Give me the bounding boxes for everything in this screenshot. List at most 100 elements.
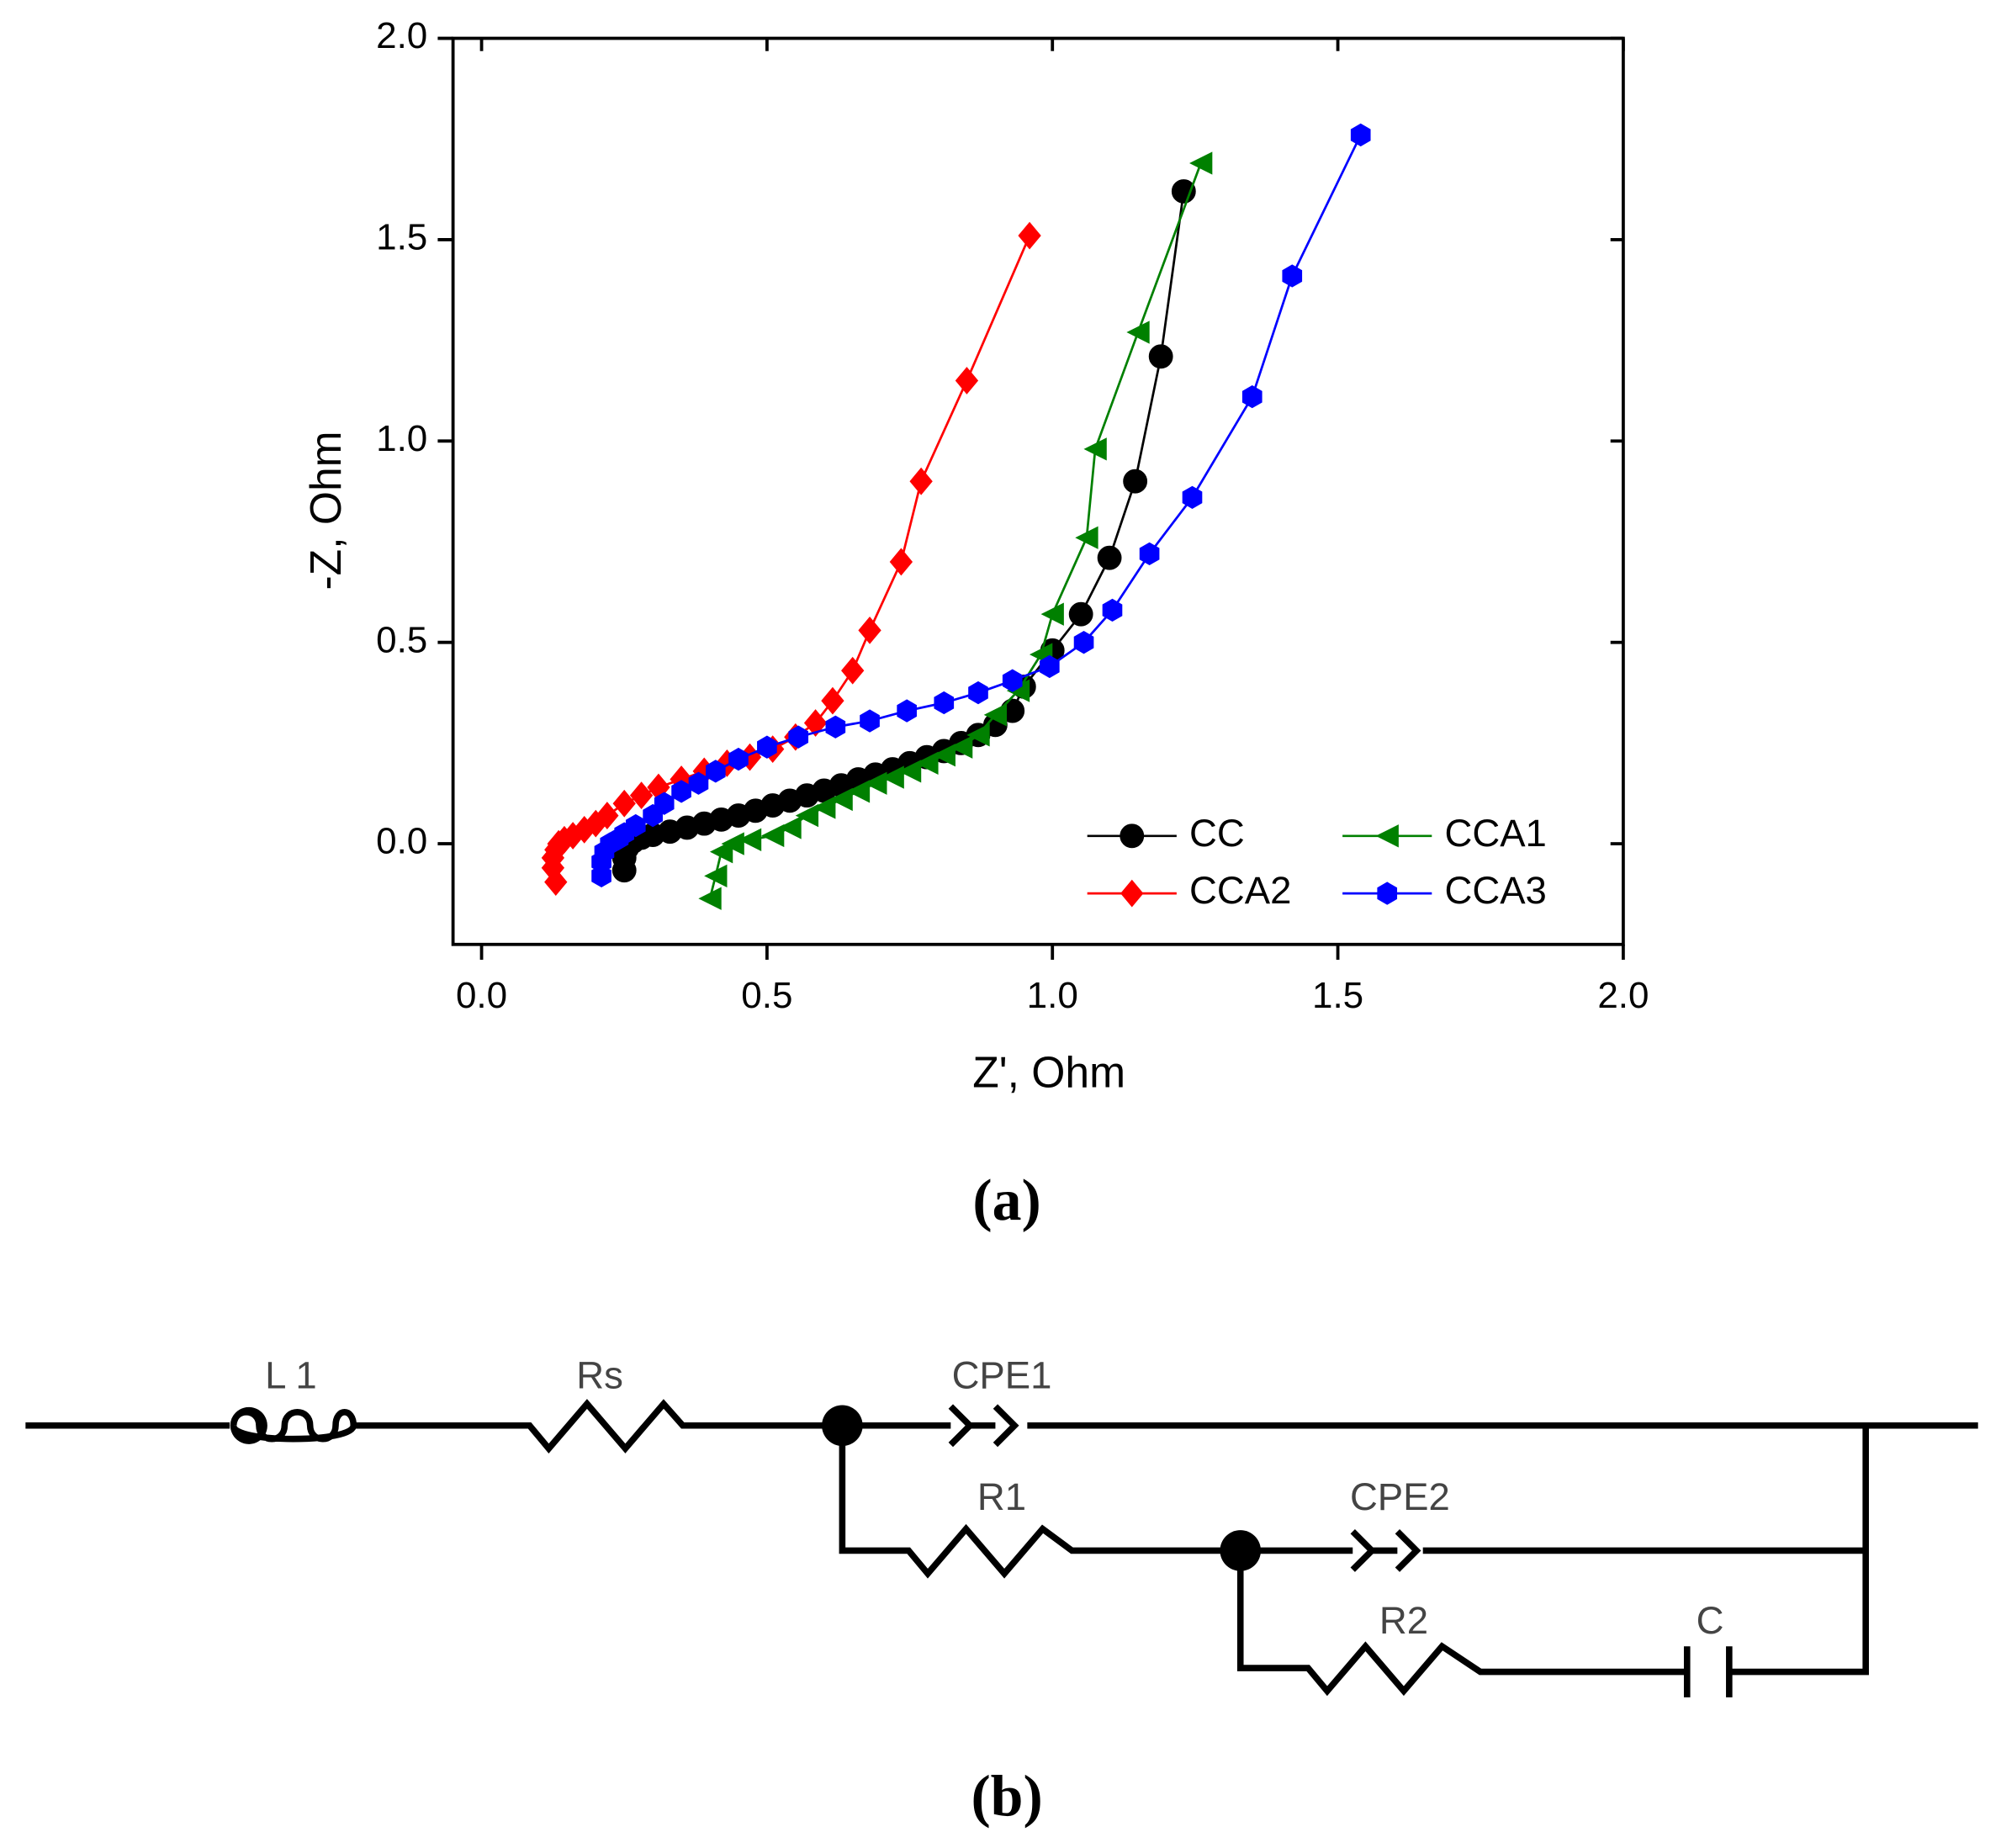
marker bbox=[881, 765, 904, 789]
marker bbox=[778, 816, 802, 839]
x-tick-label: 1.0 bbox=[1027, 975, 1078, 1016]
marker bbox=[860, 709, 880, 733]
marker bbox=[671, 780, 691, 803]
marker bbox=[932, 744, 956, 767]
marker bbox=[761, 823, 785, 848]
circuit-label: L 1 bbox=[265, 1354, 317, 1397]
series-line bbox=[708, 162, 1202, 899]
marker bbox=[688, 771, 709, 795]
circuit-label: C bbox=[1697, 1599, 1724, 1642]
legend-label: CCA2 bbox=[1189, 869, 1291, 912]
x-tick-label: 0.5 bbox=[741, 975, 792, 1016]
marker bbox=[1018, 221, 1041, 250]
circuit-label: CPE1 bbox=[952, 1354, 1052, 1397]
marker bbox=[1139, 542, 1160, 566]
marker bbox=[841, 656, 865, 685]
circuit: L 1 Rs CPE1 R1 CPE2 R2 C bbox=[25, 1354, 1978, 1697]
marker bbox=[1189, 151, 1213, 175]
marker bbox=[704, 864, 728, 888]
marker bbox=[1148, 344, 1173, 369]
cpe2 bbox=[1350, 1529, 1421, 1572]
series-line bbox=[552, 235, 1031, 882]
marker bbox=[1068, 601, 1093, 627]
marker bbox=[1123, 469, 1148, 494]
circuit-label: R1 bbox=[977, 1475, 1026, 1518]
wire bbox=[1236, 1550, 1733, 1697]
marker bbox=[968, 680, 988, 705]
legend-marker bbox=[1377, 882, 1398, 905]
marker bbox=[795, 803, 819, 828]
marker bbox=[612, 789, 636, 818]
marker bbox=[625, 813, 646, 838]
marker bbox=[966, 723, 990, 747]
circuit-label: CPE2 bbox=[1350, 1475, 1450, 1518]
marker bbox=[647, 773, 670, 802]
marker bbox=[983, 703, 1008, 727]
caption-a: (a) bbox=[972, 1168, 1040, 1233]
marker bbox=[889, 548, 913, 576]
legend-label: CCA3 bbox=[1444, 869, 1546, 912]
marker bbox=[1282, 264, 1303, 288]
marker bbox=[934, 691, 955, 715]
marker bbox=[949, 735, 973, 759]
marker bbox=[846, 780, 871, 803]
marker bbox=[561, 822, 585, 850]
x-tick-label: 0.0 bbox=[456, 975, 507, 1016]
legend-label: CC bbox=[1189, 812, 1245, 855]
marker bbox=[915, 751, 939, 775]
marker bbox=[654, 792, 675, 815]
legend-marker bbox=[1375, 824, 1399, 848]
marker bbox=[1182, 485, 1203, 509]
caption-b: (b) bbox=[971, 1764, 1042, 1829]
marker bbox=[1350, 123, 1371, 147]
y-tick-label: 2.0 bbox=[376, 15, 427, 56]
marker bbox=[698, 887, 722, 910]
marker bbox=[1083, 437, 1107, 461]
marker bbox=[813, 796, 836, 819]
marker bbox=[1006, 679, 1030, 702]
marker bbox=[705, 760, 726, 783]
y-tick-label: 1.0 bbox=[376, 418, 427, 459]
marker bbox=[1126, 320, 1150, 344]
y-tick-label: 1.5 bbox=[376, 217, 427, 258]
y-tick-label: 0.5 bbox=[376, 619, 427, 660]
y-axis-label: -Z, Ohm bbox=[301, 431, 350, 590]
wire bbox=[839, 1425, 1869, 1676]
marker bbox=[1040, 602, 1064, 626]
marker bbox=[825, 715, 846, 739]
marker bbox=[1102, 598, 1123, 622]
x-tick-label: 1.5 bbox=[1312, 975, 1363, 1016]
legend-marker bbox=[1120, 879, 1144, 908]
marker bbox=[1241, 384, 1263, 409]
circuit-label: R2 bbox=[1379, 1599, 1428, 1642]
marker bbox=[829, 787, 853, 812]
cpe1 bbox=[948, 1404, 1019, 1448]
x-axis-label: Z', Ohm bbox=[972, 1048, 1125, 1097]
marker bbox=[1002, 669, 1023, 692]
marker bbox=[897, 760, 922, 783]
marker bbox=[955, 367, 979, 394]
marker bbox=[788, 725, 809, 749]
marker bbox=[757, 735, 777, 759]
legend-label: CCA1 bbox=[1444, 812, 1546, 855]
marker bbox=[1097, 545, 1122, 570]
marker bbox=[1040, 654, 1060, 679]
plot-frame bbox=[451, 36, 1625, 946]
y-tick-label: 0.0 bbox=[376, 821, 427, 862]
x-tick-label: 2.0 bbox=[1597, 975, 1649, 1016]
marker bbox=[728, 747, 749, 771]
marker bbox=[1073, 631, 1094, 654]
marker bbox=[738, 828, 762, 851]
legend-marker bbox=[1120, 823, 1145, 849]
marker bbox=[864, 771, 887, 795]
marker bbox=[1075, 526, 1098, 549]
wire bbox=[25, 1399, 1978, 1454]
marker bbox=[721, 832, 744, 855]
marker bbox=[897, 699, 917, 723]
marker bbox=[909, 467, 933, 495]
marker bbox=[1171, 179, 1196, 204]
marker bbox=[858, 616, 881, 644]
circuit-label: Rs bbox=[576, 1354, 623, 1397]
inductor bbox=[230, 1406, 357, 1444]
